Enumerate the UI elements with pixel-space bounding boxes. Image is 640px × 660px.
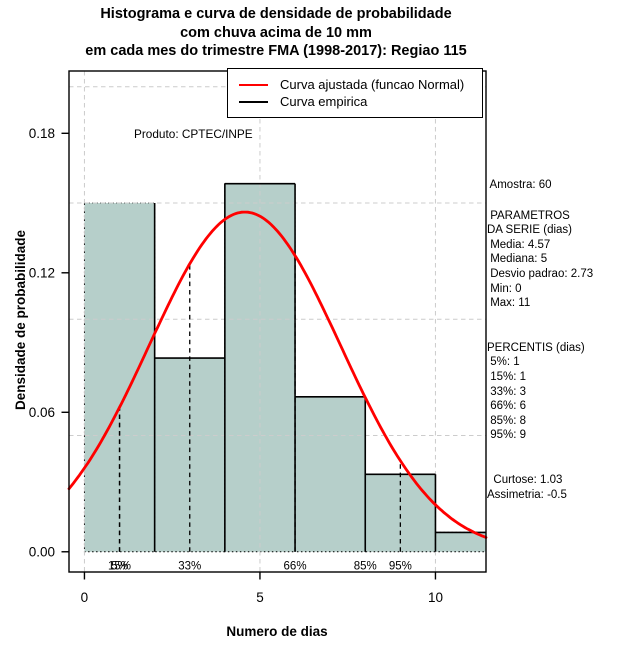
stat-p95: 95%: 9 <box>487 429 526 442</box>
legend-row-fitted: Curva ajustada (funcao Normal) <box>228 76 482 93</box>
stat-p15: 15%: 1 <box>487 370 526 383</box>
fitted-curve-line-sample <box>239 83 268 86</box>
fitted-normal-curve <box>67 210 488 539</box>
chart-title-line1: Histograma e curva de densidade de proba… <box>100 6 452 22</box>
percentile-label: 33% <box>178 561 201 573</box>
stat-p66: 66%: 6 <box>487 400 526 413</box>
y-tick-label: 0.12 <box>29 265 55 280</box>
legend-row-empirical: Curva empirica <box>228 93 482 110</box>
stat-curtose: Curtose: 1.03 <box>487 473 563 486</box>
y-tick-label: 0.06 <box>29 405 55 420</box>
product-watermark: Produto: CPTEC/INPE <box>134 127 253 141</box>
legend-label-empirical: Curva empirica <box>280 94 368 109</box>
stat-desvio-padrao: Desvio padrao: 2.73 <box>487 267 594 280</box>
chart-title: Histograma e curva de densidade de proba… <box>66 5 486 61</box>
empirical-curve <box>153 182 486 552</box>
empirical-curve-line-sample <box>239 100 268 103</box>
percentile-label: 5% <box>111 561 128 573</box>
percentile-label: 15% <box>108 561 131 573</box>
legend-label-fitted: Curva ajustada (funcao Normal) <box>280 77 465 92</box>
y-axis-title: Densidade de probabilidade <box>13 229 28 411</box>
stat-params-subtitle: DA SERIE (dias) <box>487 224 572 237</box>
stat-max: Max: 11 <box>487 297 531 310</box>
x-axis-title: Numero de dias <box>226 624 328 639</box>
stat-amostra: Amostra: 60 <box>487 179 552 191</box>
stat-percentis-title: PERCENTIS (dias) <box>487 341 585 354</box>
stats-panel: Amostra: 60 PARAMETROS DA SERIE (dias) M… <box>487 178 593 502</box>
stat-assimetria: Assimetria: -0.5 <box>487 488 567 501</box>
stat-media: Media: 4.57 <box>487 238 551 251</box>
legend: Curva ajustada (funcao Normal) Curva emp… <box>227 68 483 118</box>
stat-min: Min: 0 <box>487 282 522 295</box>
stat-p33: 33%: 3 <box>487 385 526 398</box>
percentile-label: 66% <box>284 561 307 573</box>
histogram-bar <box>294 396 366 553</box>
chart-title-line2: com chuva acima de 10 mm <box>180 24 372 41</box>
percentile-label: 85% <box>354 561 377 573</box>
stat-params-title: PARAMETROS <box>487 209 570 222</box>
stat-mediana: Mediana: 5 <box>487 253 548 266</box>
y-tick-label: 0.00 <box>29 544 55 559</box>
stat-p5: 5%: 1 <box>487 356 520 369</box>
percentile-label: 95% <box>389 561 412 573</box>
x-tick-label: 10 <box>428 590 443 605</box>
stat-p85: 85%: 8 <box>487 414 526 427</box>
x-tick-label: 0 <box>81 590 89 605</box>
x-tick-label: 5 <box>256 590 264 605</box>
y-tick-label: 0.18 <box>29 126 55 141</box>
chart-title-line3: em cada mes do trimestre FMA (1998-2017)… <box>85 43 467 59</box>
